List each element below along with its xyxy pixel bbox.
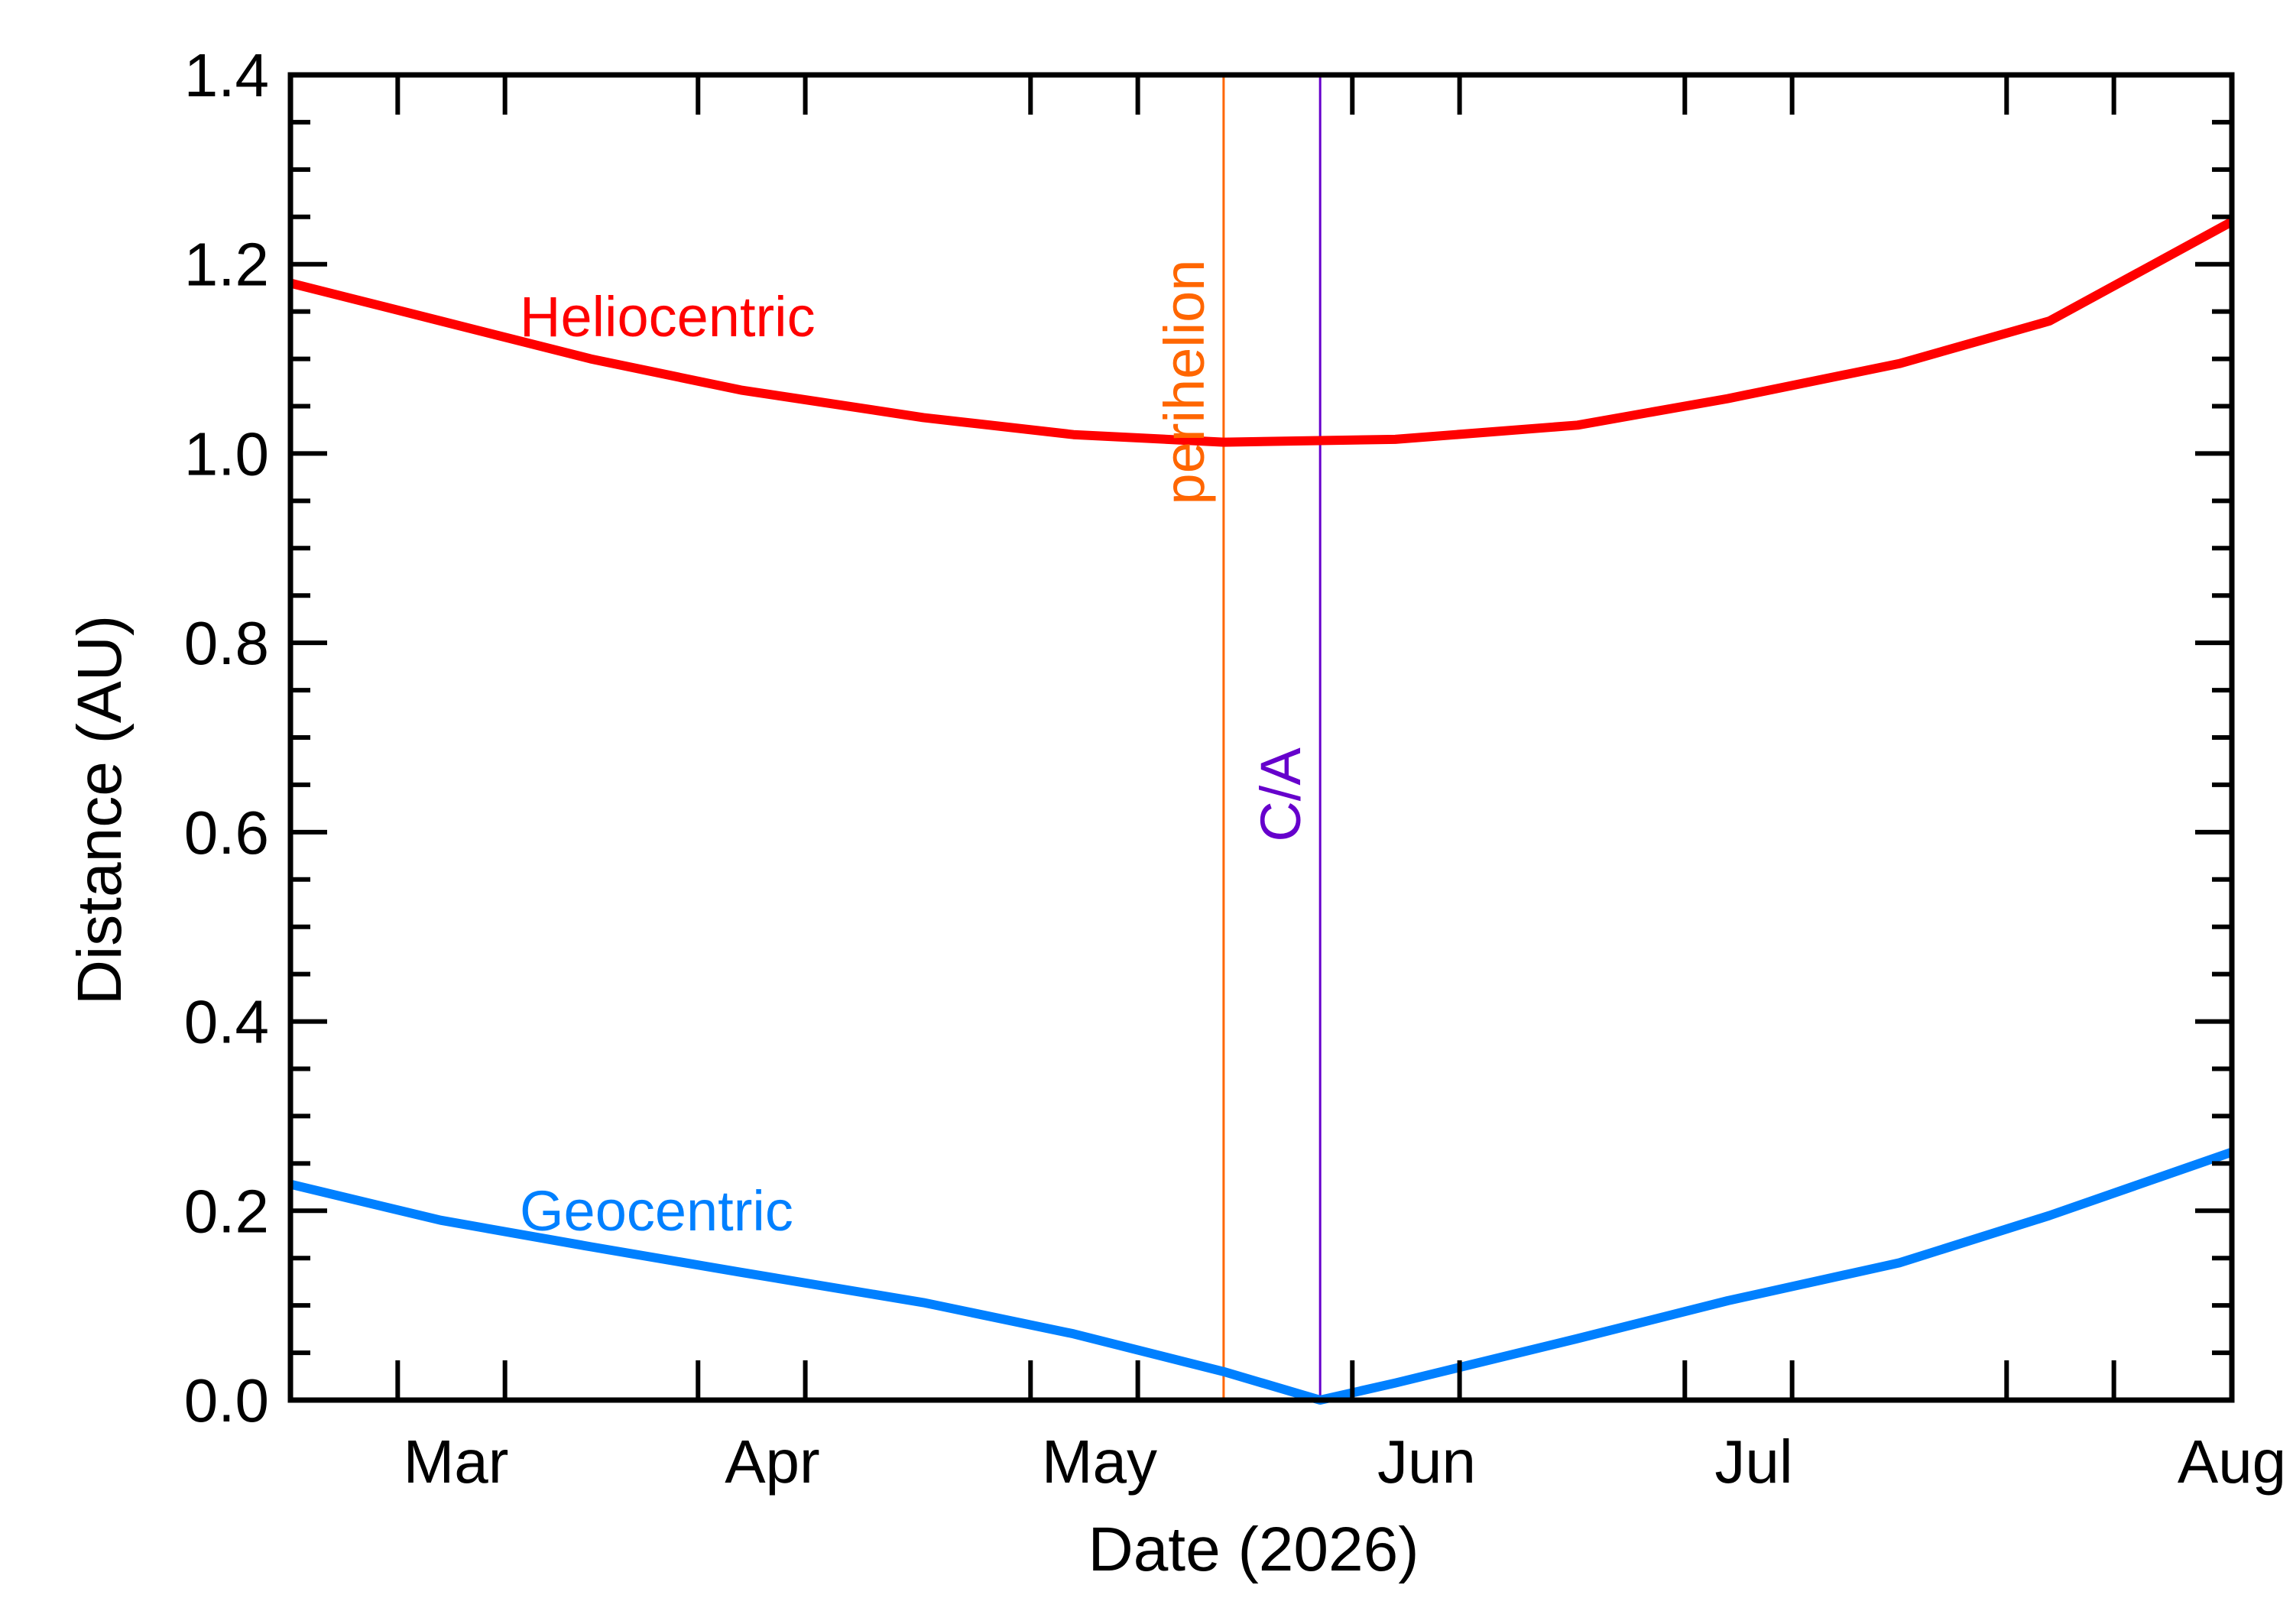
y-tick-label-2: 0.4 <box>184 988 269 1056</box>
series-label-0: Heliocentric <box>520 285 816 348</box>
chart-marks: Heliocentric Geocentric perihelion C/A <box>289 75 2234 1405</box>
x-tick-label-2: May <box>1042 1428 1157 1496</box>
x-tick-label-0: Mar <box>404 1428 509 1496</box>
x-tick-label-4: Jul <box>1714 1428 1792 1496</box>
x-axis-title: Date (2026) <box>1088 1515 1419 1584</box>
x-tick-label-5: Aug <box>2178 1428 2286 1496</box>
y-tick-label-1: 0.2 <box>184 1177 269 1245</box>
y-tick-label-3: 0.6 <box>184 799 269 867</box>
series-line-0 <box>289 217 2234 447</box>
marker-label-1: C/A <box>1249 747 1312 842</box>
y-tick-label-7: 1.4 <box>184 41 269 109</box>
chart-axes: 0.0 0.2 0.4 0.6 0.8 1.0 1.2 1.4 Mar Apr May Jun Jul A… <box>184 41 2286 1496</box>
marker-label-0: perihelion <box>1153 260 1216 505</box>
x-tick-label-1: Apr <box>725 1428 820 1496</box>
y-tick-label-6: 1.2 <box>184 231 269 299</box>
y-tick-label-4: 0.8 <box>184 609 269 677</box>
x-tick-label-3: Jun <box>1377 1428 1476 1496</box>
series-line-1 <box>289 1147 2233 1405</box>
y-tick-label-5: 1.0 <box>184 420 269 488</box>
y-axis-title: Distance (AU) <box>65 615 135 1005</box>
y-tick-label-0: 0.0 <box>184 1366 269 1434</box>
series-label-1: Geocentric <box>520 1179 793 1243</box>
